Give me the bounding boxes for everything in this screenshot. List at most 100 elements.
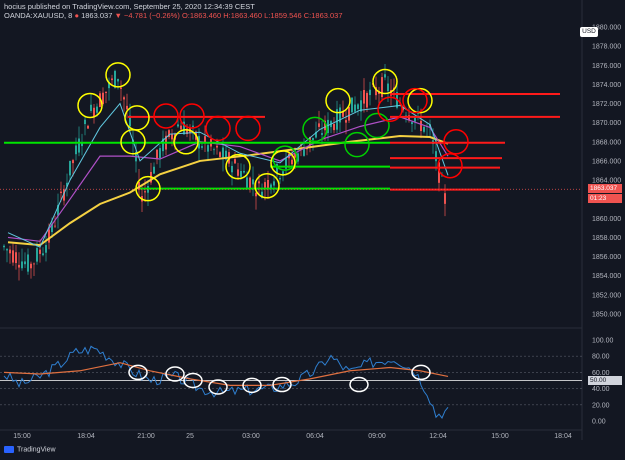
yellow-annotation-circle bbox=[105, 62, 131, 88]
ohlc-values: O:1863.460 H:1863.460 L:1859.546 C:1863.… bbox=[181, 11, 343, 20]
candle-body bbox=[309, 137, 311, 146]
green-annotation-circle bbox=[344, 131, 370, 158]
candle-body bbox=[27, 254, 29, 272]
tradingview-logo[interactable]: TradingView bbox=[4, 446, 56, 453]
candle-body bbox=[225, 150, 227, 160]
candle-body bbox=[108, 82, 110, 89]
currency-badge[interactable]: USD bbox=[580, 27, 598, 37]
symbol-info: OANDA:XAUUSD, 8 ● 1863.037 ▼ −4.781 (−0.… bbox=[4, 11, 343, 20]
candle-body bbox=[207, 145, 209, 152]
green-annotation-circle bbox=[272, 145, 298, 171]
candle-body bbox=[327, 119, 329, 134]
candle-body bbox=[93, 107, 95, 118]
yellow-annotation-circle bbox=[407, 87, 433, 114]
candle-body bbox=[90, 104, 92, 111]
candle-body bbox=[63, 189, 65, 201]
candle-body bbox=[36, 248, 38, 262]
ma-cyan-line bbox=[7, 102, 449, 248]
candle-body bbox=[3, 245, 5, 248]
candle-body bbox=[168, 130, 170, 138]
oscillator-pane bbox=[0, 345, 582, 419]
yellow-annotation-circle bbox=[372, 68, 398, 95]
price-tick-label: 1874.000 bbox=[592, 82, 621, 89]
time-tick-label: 18:04 bbox=[77, 433, 95, 440]
candle-body bbox=[66, 182, 68, 187]
white-annotation-circle bbox=[183, 372, 203, 389]
candle-body bbox=[201, 146, 203, 148]
candle-body bbox=[123, 97, 125, 100]
candle-body bbox=[204, 136, 206, 143]
candle-body bbox=[126, 105, 128, 110]
candle-body bbox=[87, 125, 89, 129]
candle-body bbox=[183, 121, 185, 135]
time-tick-label: 18:04 bbox=[554, 433, 572, 440]
candle-body bbox=[45, 245, 47, 253]
time-tick-label: 12:04 bbox=[429, 433, 447, 440]
last-price: 1863.037 bbox=[81, 11, 113, 20]
candle-body bbox=[351, 97, 353, 113]
candle-body bbox=[438, 162, 440, 183]
candle-body bbox=[57, 205, 59, 216]
candle-body bbox=[318, 123, 320, 127]
candle-body bbox=[324, 120, 326, 131]
candle-body bbox=[48, 229, 50, 243]
candle-body bbox=[129, 115, 131, 127]
status-dot-icon: ● bbox=[74, 11, 82, 20]
candle-body bbox=[54, 225, 56, 227]
ma-purple-line bbox=[7, 116, 449, 242]
candle-body bbox=[333, 124, 335, 131]
candle-body bbox=[30, 263, 32, 269]
candle-body bbox=[171, 134, 173, 140]
candle-body bbox=[60, 191, 62, 194]
candle-body bbox=[234, 159, 236, 164]
white-annotation-circle bbox=[208, 379, 228, 395]
candle-body bbox=[15, 252, 17, 264]
candle-body bbox=[390, 89, 392, 96]
candle-body bbox=[51, 223, 53, 233]
candle-body bbox=[264, 182, 266, 188]
price-tick-label: 1880.000 bbox=[592, 25, 621, 32]
candle-body bbox=[315, 131, 317, 138]
candle-body bbox=[375, 87, 377, 96]
candle-body bbox=[162, 138, 164, 152]
price-tick-label: 1872.000 bbox=[592, 101, 621, 108]
time-tick-label: 21:00 bbox=[137, 433, 155, 440]
oscillator-blue-line bbox=[3, 345, 449, 419]
candle-body bbox=[9, 249, 11, 254]
yellow-annotation-circle bbox=[325, 87, 351, 114]
price-tick-label: 1876.000 bbox=[592, 63, 621, 70]
osc-tick-label: 60.00 bbox=[592, 370, 610, 377]
candle-body bbox=[156, 149, 158, 160]
white-annotation-circle bbox=[411, 364, 431, 381]
candle-body bbox=[273, 181, 275, 186]
candle-body bbox=[219, 152, 221, 157]
candle-body bbox=[261, 191, 263, 198]
white-annotation-circle bbox=[242, 377, 262, 394]
time-tick-label: 06:04 bbox=[306, 433, 324, 440]
candle-body bbox=[258, 181, 260, 184]
yellow-annotation-circle bbox=[77, 92, 103, 119]
price-tick-label: 1854.000 bbox=[592, 273, 621, 280]
candle-body bbox=[285, 158, 287, 169]
candle-body bbox=[18, 264, 20, 268]
candle-body bbox=[312, 137, 314, 141]
candle-body bbox=[138, 182, 140, 190]
price-tick-label: 1852.000 bbox=[592, 292, 621, 299]
white-annotation-circle bbox=[272, 376, 292, 393]
candle-body bbox=[111, 78, 113, 81]
candle-body bbox=[21, 261, 23, 269]
candle-body bbox=[366, 93, 368, 108]
candle-body bbox=[6, 249, 8, 251]
moving-averages bbox=[7, 102, 449, 248]
symbol-name[interactable]: OANDA:XAUUSD, 8 bbox=[4, 11, 73, 20]
candle-body bbox=[81, 143, 83, 147]
red-annotation-circle bbox=[153, 103, 179, 129]
candle-body bbox=[180, 125, 182, 130]
price-tick-label: 1850.000 bbox=[592, 312, 621, 319]
ma-yellow-line bbox=[7, 135, 449, 247]
candle-body bbox=[342, 111, 344, 117]
candle-body bbox=[243, 170, 245, 173]
candle-body bbox=[405, 115, 407, 117]
red-annotation-circle bbox=[443, 129, 469, 155]
